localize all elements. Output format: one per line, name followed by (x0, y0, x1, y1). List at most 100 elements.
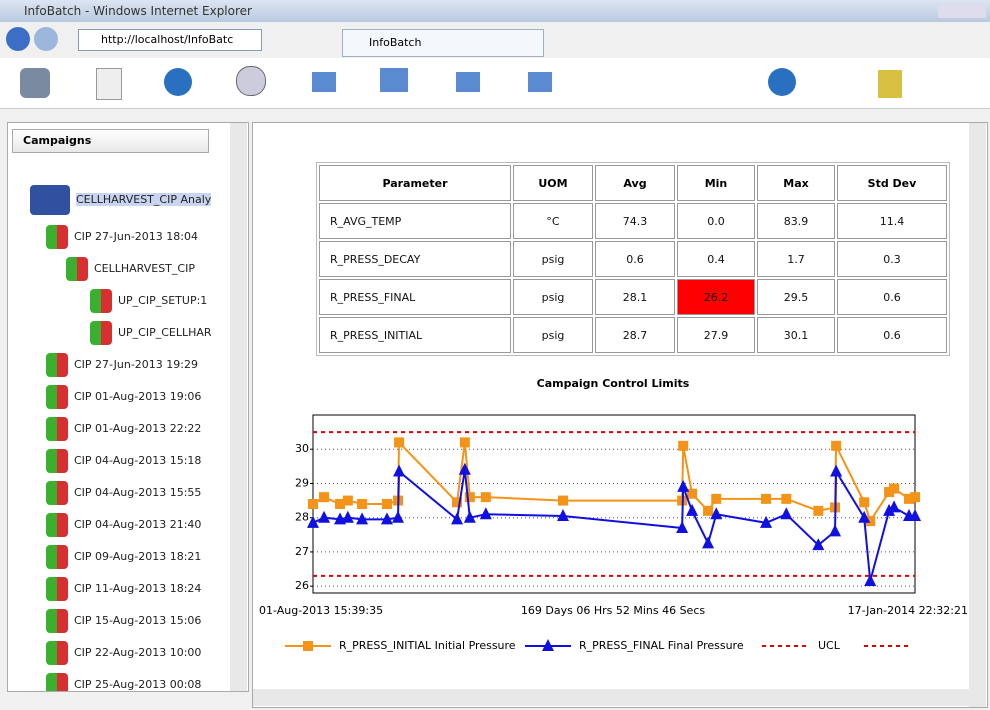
title-bar: InfoBatch - Windows Internet Explorer (0, 0, 990, 22)
tree-pane: Campaigns CELLHARVEST_CIP Analy CIP 27-Ju… (7, 122, 249, 692)
browser-tab[interactable]: InfoBatch (342, 29, 544, 57)
table-cell: 0.6 (595, 241, 675, 277)
tree-label: CIP 04-Aug-2013 15:55 (74, 486, 202, 499)
tree-item[interactable]: CIP 25-Aug-2013 00:08 (32, 673, 201, 691)
tree-label: CIP 01-Aug-2013 19:06 (74, 390, 202, 403)
tree-label: CIP 15-Aug-2013 15:06 (74, 614, 202, 627)
db-icon[interactable] (20, 68, 50, 98)
content-pane: Parameter UOM Avg Min Max Std Dev R_AVG_TEMP °C… (252, 122, 988, 708)
tree-item[interactable]: CIP 04-Aug-2013 15:18 (32, 449, 201, 473)
window-title: InfoBatch - Windows Internet Explorer (24, 4, 252, 18)
tree-label: UP_CIP_CELLHAR (118, 326, 212, 339)
help-icon[interactable] (768, 68, 796, 96)
table-cell: psig (513, 241, 593, 277)
scrollbar[interactable] (253, 689, 969, 706)
app-toolbar (0, 58, 990, 109)
node-icon (46, 353, 68, 377)
table-row: R_PRESS_FINAL psig 28.1 26.2 29.5 0.6 (319, 279, 947, 315)
column-header: Parameter (319, 165, 511, 201)
tree-label: CIP 11-Aug-2013 18:24 (74, 582, 202, 595)
delete-icon[interactable] (528, 72, 552, 92)
table-cell: R_AVG_TEMP (319, 203, 511, 239)
lock-icon[interactable] (878, 70, 902, 98)
table-cell: psig (513, 279, 593, 315)
table-cell: 0.6 (837, 279, 947, 315)
scrollbar[interactable] (969, 123, 986, 707)
table-cell: 11.4 (837, 203, 947, 239)
tree-item[interactable]: UP_CIP_CELLHAR (74, 321, 212, 345)
tree-item[interactable]: CIP 01-Aug-2013 19:06 (32, 385, 201, 409)
tree-label: CIP 01-Aug-2013 22:22 (74, 422, 202, 435)
tree-label: CELLHARVEST_CIP Analy (76, 193, 212, 206)
address-bar[interactable]: http://localhost/InfoBatc (78, 29, 262, 51)
stats-table: Parameter UOM Avg Min Max Std Dev R_AVG_TEMP °C… (316, 162, 950, 356)
tree-label: UP_CIP_SETUP:1 (118, 294, 208, 307)
table-cell: 0.6 (837, 317, 947, 353)
report-icon[interactable] (96, 68, 122, 100)
tree-label: CIP 04-Aug-2013 15:18 (74, 454, 202, 467)
tree-item[interactable]: CELLHARVEST_CIP (52, 257, 195, 281)
node-icon (46, 225, 68, 249)
add-icon[interactable] (312, 72, 336, 92)
table-cell: 0.0 (677, 203, 755, 239)
table-cell: 30.1 (757, 317, 835, 353)
table-cell: 1.7 (757, 241, 835, 277)
tab-title: InfoBatch (369, 36, 422, 49)
url: http://localhost/InfoBatc (101, 33, 234, 46)
clock-icon[interactable] (236, 66, 266, 96)
tree-item[interactable]: CIP 04-Aug-2013 15:55 (32, 481, 201, 505)
header-row: Parameter UOM Avg Min Max Std Dev (319, 165, 947, 201)
table-cell: R_PRESS_FINAL (319, 279, 511, 315)
tree-label: CIP 22-Aug-2013 10:00 (74, 646, 202, 659)
column-header: Avg (595, 165, 675, 201)
tree-item[interactable]: CIP 09-Aug-2013 18:21 (32, 545, 201, 569)
node-icon (30, 185, 70, 215)
tree-item[interactable]: CIP 22-Aug-2013 10:00 (32, 641, 201, 665)
node-icon (66, 257, 88, 281)
column-header: Max (757, 165, 835, 201)
node-icon (46, 449, 68, 473)
table-cell: 26.2 (677, 279, 755, 315)
table-cell: 27.9 (677, 317, 755, 353)
tree-item[interactable]: CIP 04-Aug-2013 21:40 (32, 513, 201, 537)
edit-icon[interactable] (456, 72, 480, 92)
node-icon (90, 289, 112, 313)
node-icon (46, 609, 68, 633)
node-icon (46, 545, 68, 569)
node-icon (46, 385, 68, 409)
back-button[interactable] (6, 27, 30, 51)
tree-item[interactable]: CIP 27-Jun-2013 19:29 (32, 353, 198, 377)
table-cell: 0.4 (677, 241, 755, 277)
tree-item[interactable]: CELLHARVEST_CIP Analy (16, 185, 212, 215)
table-cell: 74.3 (595, 203, 675, 239)
tree-item[interactable]: CIP 15-Aug-2013 15:06 (32, 609, 201, 633)
table-row: R_PRESS_INITIAL psig 28.7 27.9 30.1 0.6 (319, 317, 947, 353)
window-controls[interactable] (938, 3, 986, 18)
node-icon (46, 417, 68, 441)
table-cell: 28.1 (595, 279, 675, 315)
table-cell: °C (513, 203, 593, 239)
tree-item[interactable]: CIP 11-Aug-2013 18:24 (32, 577, 201, 601)
dropdown-label: Campaigns (23, 134, 92, 147)
node-icon (46, 577, 68, 601)
table-cell: 83.9 (757, 203, 835, 239)
add-group-icon[interactable] (380, 68, 408, 92)
column-header: Std Dev (837, 165, 947, 201)
table-cell: 29.5 (757, 279, 835, 315)
tree-item[interactable]: UP_CIP_SETUP:1 (74, 289, 207, 313)
node-icon (46, 641, 68, 665)
scrollbar[interactable] (230, 123, 247, 691)
forward-button[interactable] (34, 27, 58, 51)
tree-item[interactable]: CIP 01-Aug-2013 22:22 (32, 417, 201, 441)
table-row: R_PRESS_DECAY psig 0.6 0.4 1.7 0.3 (319, 241, 947, 277)
table-row: R_AVG_TEMP °C 74.3 0.0 83.9 11.4 (319, 203, 947, 239)
info-icon[interactable] (164, 68, 192, 96)
node-icon (90, 321, 112, 345)
node-icon (46, 513, 68, 537)
table-cell: 0.3 (837, 241, 947, 277)
campaign-dropdown[interactable]: Campaigns (12, 129, 209, 153)
table-cell: psig (513, 317, 593, 353)
tree-label: CELLHARVEST_CIP (94, 262, 195, 275)
tree-item[interactable]: CIP 27-Jun-2013 18:04 (32, 225, 198, 249)
